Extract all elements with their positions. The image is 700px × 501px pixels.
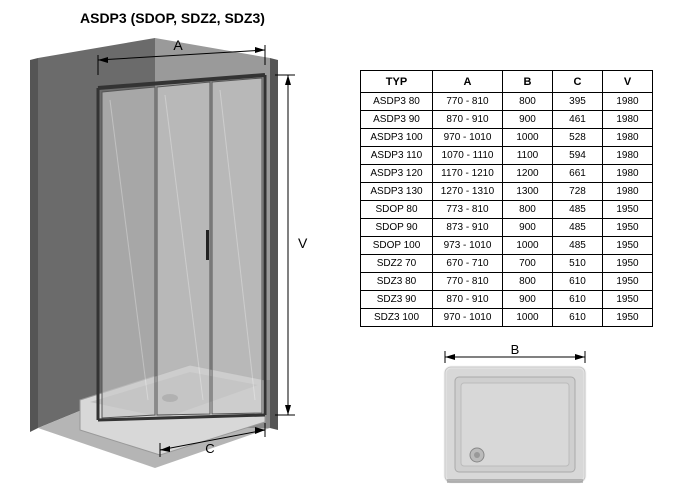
table-cell: 900 [503,111,553,129]
table-cell: 1950 [603,201,653,219]
table-row: SDZ3 100970 - 101010006101950 [361,309,653,327]
table-cell: 1980 [603,93,653,111]
table-cell: 770 - 810 [433,273,503,291]
col-header-typ: TYP [361,71,433,93]
col-header-a: A [433,71,503,93]
table-row: SDOP 80773 - 8108004851950 [361,201,653,219]
table-cell: 1950 [603,309,653,327]
table-cell: 800 [503,93,553,111]
table-cell: 800 [503,201,553,219]
tray-diagram: B [425,345,605,490]
table-cell: 610 [553,309,603,327]
table-cell: 670 - 710 [433,255,503,273]
spec-table: TYP A B C V ASDP3 80770 - 8108003951980A… [360,70,653,327]
dim-label-v: V [298,235,308,251]
table-cell: ASDP3 110 [361,147,433,165]
table-cell: 870 - 910 [433,291,503,309]
table-cell: SDOP 90 [361,219,433,237]
table-cell: 528 [553,129,603,147]
table-header-row: TYP A B C V [361,71,653,93]
table-cell: 1170 - 1210 [433,165,503,183]
table-cell: 1000 [503,129,553,147]
table-cell: 970 - 1010 [433,129,503,147]
table-cell: ASDP3 130 [361,183,433,201]
table-cell: SDOP 100 [361,237,433,255]
table-row: ASDP3 80770 - 8108003951980 [361,93,653,111]
table-cell: SDOP 80 [361,201,433,219]
col-header-b: B [503,71,553,93]
table-cell: 728 [553,183,603,201]
col-header-v: V [603,71,653,93]
table-cell: 1980 [603,147,653,165]
table-cell: 1100 [503,147,553,165]
table-cell: ASDP3 100 [361,129,433,147]
table-cell: 973 - 1010 [433,237,503,255]
table-row: ASDP3 1101070 - 111011005941980 [361,147,653,165]
table-cell: 1950 [603,291,653,309]
table-row: SDZ2 70670 - 7107005101950 [361,255,653,273]
dim-label-b: B [511,345,520,357]
table-row: SDZ3 80770 - 8108006101950 [361,273,653,291]
table-cell: 510 [553,255,603,273]
table-cell: 970 - 1010 [433,309,503,327]
table-cell: SDZ3 90 [361,291,433,309]
table-row: ASDP3 1201170 - 121012006611980 [361,165,653,183]
table-cell: 610 [553,273,603,291]
table-cell: 485 [553,201,603,219]
table-cell: 1270 - 1310 [433,183,503,201]
table-cell: 485 [553,219,603,237]
table-cell: 461 [553,111,603,129]
dim-label-c: C [205,441,214,456]
table-cell: 1980 [603,129,653,147]
table-cell: SDZ3 100 [361,309,433,327]
table-cell: 1980 [603,111,653,129]
table-row: SDOP 100973 - 101010004851950 [361,237,653,255]
table-row: SDZ3 90870 - 9109006101950 [361,291,653,309]
table-cell: 661 [553,165,603,183]
table-cell: 1000 [503,309,553,327]
table-cell: 1950 [603,273,653,291]
table-row: ASDP3 100970 - 101010005281980 [361,129,653,147]
table-cell: 1980 [603,183,653,201]
main-diagram: A V C [20,30,330,470]
table-cell: ASDP3 120 [361,165,433,183]
product-title: ASDP3 (SDOP, SDZ2, SDZ3) [80,10,265,26]
table-cell: 1300 [503,183,553,201]
table-cell: 395 [553,93,603,111]
table-cell: 900 [503,291,553,309]
table-cell: ASDP3 90 [361,111,433,129]
table-cell: 1000 [503,237,553,255]
table-cell: 1950 [603,237,653,255]
table-cell: 1070 - 1110 [433,147,503,165]
table-row: ASDP3 90870 - 9109004611980 [361,111,653,129]
col-header-c: C [553,71,603,93]
table-cell: 1950 [603,255,653,273]
table-row: ASDP3 1301270 - 131013007281980 [361,183,653,201]
table-cell: 485 [553,237,603,255]
table-cell: 610 [553,291,603,309]
table-cell: 870 - 910 [433,111,503,129]
table-cell: 1980 [603,165,653,183]
dim-label-a: A [173,37,183,53]
table-cell: 900 [503,219,553,237]
table-cell: 773 - 810 [433,201,503,219]
table-cell: 873 - 910 [433,219,503,237]
table-cell: SDZ3 80 [361,273,433,291]
table-cell: 594 [553,147,603,165]
table-row: SDOP 90873 - 9109004851950 [361,219,653,237]
table-cell: ASDP3 80 [361,93,433,111]
table-cell: 770 - 810 [433,93,503,111]
table-cell: 1950 [603,219,653,237]
table-cell: 1200 [503,165,553,183]
table-cell: SDZ2 70 [361,255,433,273]
table-cell: 800 [503,273,553,291]
table-cell: 700 [503,255,553,273]
